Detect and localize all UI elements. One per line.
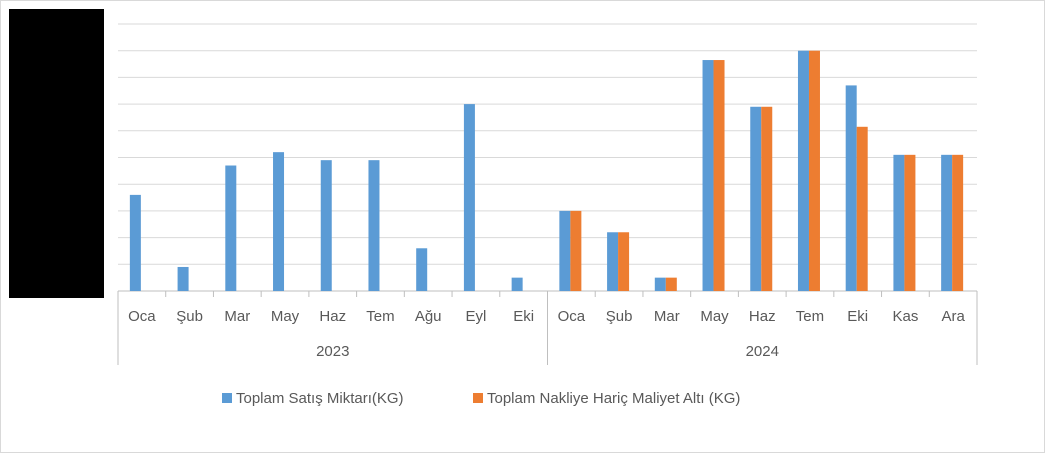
x-tick-label: May [271, 308, 300, 325]
x-tick-label: Tem [796, 308, 824, 325]
bar [463, 104, 475, 291]
bar [570, 210, 582, 291]
bar [416, 248, 428, 291]
bar [559, 210, 571, 291]
bar [750, 106, 762, 292]
bar [856, 126, 868, 291]
bar [225, 165, 237, 291]
x-tick-label: Şub [606, 308, 633, 325]
bar [607, 232, 619, 291]
group-label: 2023 [316, 343, 349, 360]
x-tick-label: May [700, 308, 729, 325]
x-tick-label: Oca [558, 308, 586, 325]
legend-swatch [473, 393, 483, 403]
redaction-box [9, 9, 104, 298]
x-tick-label: Haz [319, 308, 346, 325]
x-tick-label: Tem [366, 308, 394, 325]
bar [177, 266, 189, 291]
bar [845, 85, 857, 291]
x-tick-label: Ara [941, 308, 965, 325]
bar [713, 60, 725, 291]
bar [368, 160, 380, 291]
bar [129, 194, 141, 291]
x-tick-label: Ağu [415, 308, 442, 325]
bar [702, 60, 714, 291]
legend-swatch [222, 393, 232, 403]
bar [320, 160, 332, 291]
legend-label: Toplam Nakliye Hariç Maliyet Altı (KG) [487, 390, 740, 407]
bar [952, 154, 964, 291]
bar [893, 154, 905, 291]
bar [273, 152, 285, 291]
x-tick-label: Mar [224, 308, 250, 325]
x-tick-label: Eki [847, 308, 868, 325]
x-tick-label: Kas [892, 308, 918, 325]
legend-label: Toplam Satış Miktarı(KG) [236, 390, 404, 407]
x-tick-label: Şub [176, 308, 203, 325]
bar [761, 106, 773, 292]
x-tick-label: Eki [513, 308, 534, 325]
group-label: 2024 [746, 343, 779, 360]
bar [797, 50, 809, 292]
x-tick-label: Eyl [465, 308, 486, 325]
bar [665, 277, 677, 291]
x-tick-label: Mar [654, 308, 680, 325]
x-tick-label: Haz [749, 308, 776, 325]
bar [904, 154, 916, 291]
bar [511, 277, 523, 291]
x-tick-label: Oca [128, 308, 156, 325]
bar [941, 154, 953, 291]
bar [808, 50, 820, 292]
bar [654, 277, 666, 291]
bar [618, 232, 630, 291]
